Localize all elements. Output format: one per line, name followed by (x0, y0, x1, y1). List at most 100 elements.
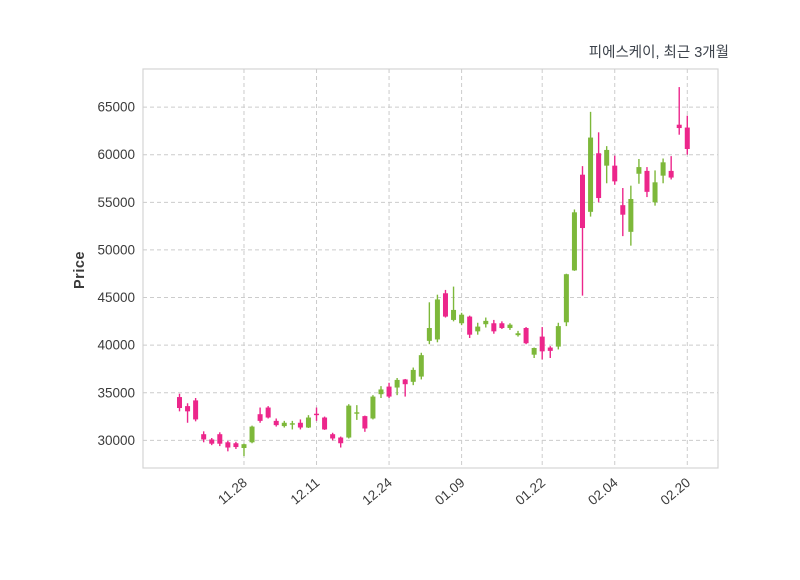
candle (233, 441, 239, 449)
chart-title: 피에스케이, 최근 3개월 (589, 44, 729, 61)
candle (297, 419, 303, 430)
candle (644, 167, 650, 198)
candle (604, 146, 610, 184)
candle (265, 406, 271, 419)
candle-body (249, 426, 255, 443)
candle-body (426, 328, 432, 341)
candle (394, 378, 400, 396)
candle (386, 382, 392, 399)
candle (580, 166, 585, 296)
candle-body (177, 397, 182, 409)
candle-body (338, 437, 344, 444)
candle (491, 319, 497, 334)
plot-area (142, 68, 719, 469)
candle (515, 330, 521, 337)
candle-body (531, 348, 537, 355)
candle-body (378, 389, 384, 395)
candle-body (346, 405, 352, 438)
candle (354, 405, 360, 420)
x-tick-label: 11.28 (215, 475, 250, 508)
candle (483, 317, 489, 328)
candle-body (289, 423, 295, 425)
candle-body (523, 328, 529, 344)
candle (322, 416, 328, 430)
y-tick-label: 50000 (97, 242, 135, 257)
candle-body (241, 444, 247, 449)
candle-body (193, 400, 199, 420)
y-tick-label: 65000 (97, 100, 135, 115)
candle-body (491, 323, 497, 332)
candle-body (596, 153, 602, 199)
candle (555, 322, 561, 350)
candle-body (628, 198, 634, 232)
candle (330, 432, 336, 441)
candle-body (297, 422, 303, 428)
candle-body (305, 417, 311, 428)
candle (338, 436, 344, 448)
candle (539, 327, 545, 360)
candle (305, 415, 311, 429)
candle-body (281, 422, 287, 427)
candle (241, 443, 247, 457)
y-tick-label: 60000 (97, 147, 135, 162)
candle (249, 425, 255, 444)
candle (402, 378, 408, 397)
y-axis-title: Price (72, 251, 88, 289)
candle-body (515, 333, 521, 336)
x-tick-label: 01.22 (513, 475, 549, 508)
candle-body (459, 314, 465, 324)
y-tick-label: 35000 (97, 385, 135, 400)
candle (378, 386, 384, 399)
candle-body (555, 326, 561, 347)
candle (676, 87, 682, 135)
candle-body (225, 442, 231, 448)
candle (289, 420, 295, 430)
candle-body (217, 434, 223, 444)
candle (620, 188, 626, 237)
y-tick-label: 30000 (97, 433, 135, 448)
candle-body (499, 323, 505, 329)
candle (434, 294, 440, 343)
x-tick-label: 01.09 (432, 475, 468, 508)
candle (418, 352, 424, 380)
candle (314, 407, 320, 421)
candle (467, 315, 473, 339)
candle-body (362, 416, 368, 429)
candle-body (410, 369, 416, 382)
candle-body (588, 137, 594, 212)
candle-body (434, 299, 440, 340)
candle-body (580, 174, 585, 229)
candle-body (507, 324, 513, 329)
candle (362, 415, 368, 432)
candle (426, 302, 432, 345)
candle (507, 323, 513, 330)
candle-body (314, 413, 320, 416)
candle (370, 395, 376, 420)
candle (193, 398, 199, 422)
candle (636, 158, 642, 184)
x-tick-label: 12.24 (359, 475, 395, 509)
candle-body (233, 443, 239, 448)
candle-body (257, 414, 263, 421)
candle-body (442, 293, 448, 317)
candle (499, 321, 505, 329)
candle (612, 155, 618, 185)
candle-body (684, 127, 690, 149)
candle (684, 115, 690, 155)
candle-body (652, 182, 658, 203)
candle (531, 347, 537, 359)
candle-body (475, 326, 481, 332)
candle-body (467, 316, 473, 335)
x-tick-label: 12.11 (288, 475, 323, 508)
candle-body (322, 417, 328, 430)
candle (281, 420, 287, 428)
candle (177, 393, 182, 412)
candle-body (676, 124, 682, 129)
x-tick-label: 02.04 (585, 475, 621, 509)
candle-body (571, 212, 577, 271)
candle (563, 273, 569, 327)
candle (523, 327, 529, 345)
candle (225, 440, 231, 452)
x-tick-label: 02.20 (658, 475, 694, 508)
